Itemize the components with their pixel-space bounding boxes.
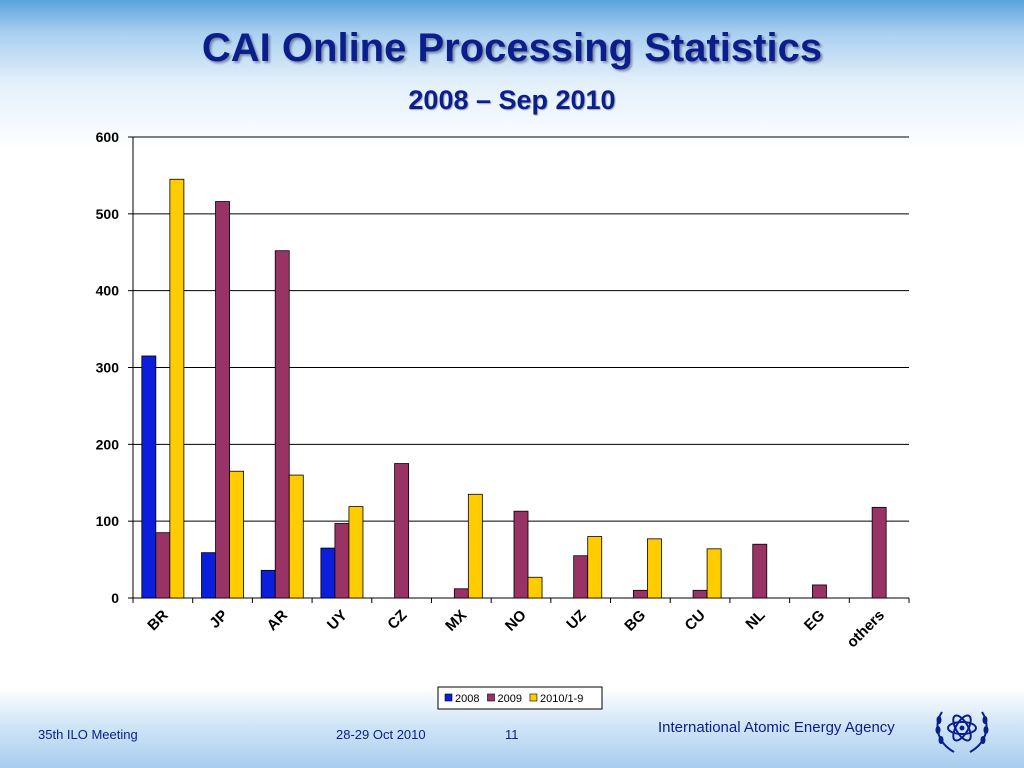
x-tick-label: CU [682,607,709,634]
bar [752,543,768,599]
slide-title: CAI Online Processing Statistics [201,26,823,70]
bar [348,506,364,599]
legend-label: 2009 [497,693,521,705]
x-tick-label: MX [442,607,470,635]
bar [169,178,185,599]
bar [229,470,244,599]
bar [155,532,171,599]
bar [141,355,157,599]
bar [632,589,648,599]
bar [871,506,887,599]
x-tick-label: BR [144,607,171,634]
x-tick-label: UZ [563,607,589,633]
bar [334,523,350,599]
x-tick-label: others [844,607,888,651]
y-tick-label: 0 [111,590,119,606]
legend-swatch [444,693,453,702]
bar [201,552,216,599]
x-tick-label: NO [502,607,530,635]
bar [812,584,827,599]
bar [215,201,230,599]
iaea-logo-icon [935,711,989,753]
bar [692,589,708,599]
y-tick-label: 500 [96,206,120,222]
bar [587,536,603,599]
slide-subtitle: 2008 – Sep 2010 [408,85,616,115]
x-tick-label: JP [206,607,231,632]
legend-box [437,686,603,710]
bar [260,569,276,599]
legend-label: 2008 [455,693,479,705]
bar [320,547,336,599]
y-tick-label: 100 [96,513,120,529]
x-tick-label: EG [801,607,828,634]
bar [646,538,662,599]
x-tick-label: BG [621,607,649,635]
bar [706,548,722,599]
x-tick-label: NL [742,607,768,633]
footer-page-number: 11 [505,727,519,742]
bar [527,576,543,599]
footer-agency: International Atomic Energy Agency [658,719,895,736]
x-tick-label: CZ [384,607,410,633]
legend-swatch [529,693,538,702]
bar [513,510,529,599]
y-tick-label: 400 [96,283,120,299]
x-tick-label: AR [264,607,291,634]
x-tick-label: UY [324,607,351,634]
bar [453,588,469,599]
y-tick-label: 300 [96,360,120,376]
legend-label: 2010/1-9 [540,693,583,705]
bar [288,474,304,599]
header-background [0,0,1024,150]
footer-date: 28-29 Oct 2010 [336,727,426,742]
bar [274,250,290,599]
y-tick-label: 200 [96,436,120,452]
bar [573,555,589,599]
footer-meeting: 35th ILO Meeting [38,727,138,742]
y-tick-label: 600 [96,129,120,145]
bar [467,493,483,599]
legend-swatch [487,693,495,702]
bar [394,463,410,599]
